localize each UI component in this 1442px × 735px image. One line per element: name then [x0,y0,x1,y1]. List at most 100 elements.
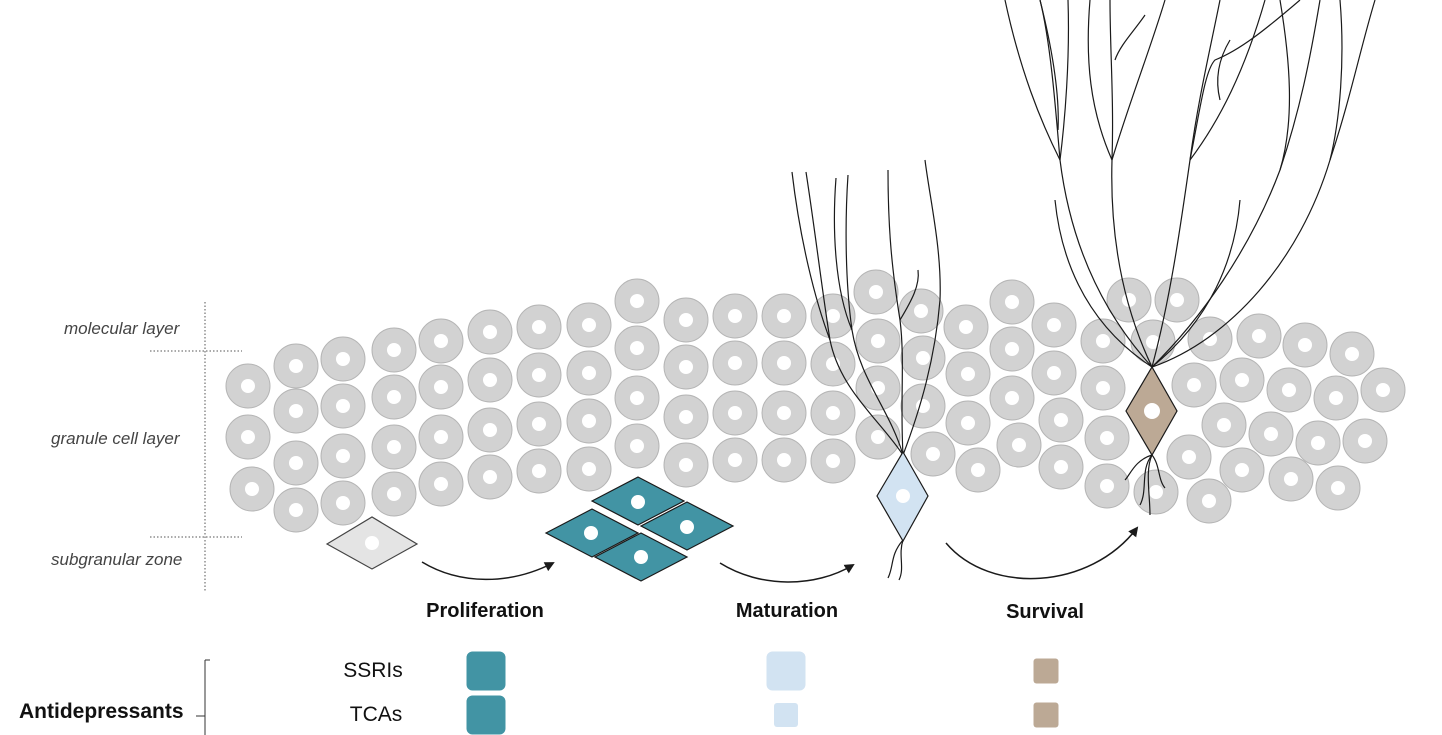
granule-cell-nucleus [483,373,497,387]
immature-neuron [876,450,929,543]
granule-cell-nucleus [241,379,255,393]
granule-cell-nucleus [1376,383,1390,397]
granule-cell-nucleus [679,360,693,374]
granule-cell-nucleus [241,430,255,444]
immature-neuron-dendrites [791,159,941,581]
granule-cell-nucleus [434,477,448,491]
effect-square-tcas-maturation [774,703,798,727]
granule-cell-nucleus [336,399,350,413]
granule-cell-nucleus [630,341,644,355]
granule-cell-nucleus [1235,373,1249,387]
granule-cell-nucleus [289,404,303,418]
granule-cell-nucleus [679,313,693,327]
effect-square-tcas-survival [1033,702,1059,728]
granule-cell-nucleus [483,423,497,437]
mature-neuron-dendrites [1004,0,1376,516]
granule-cell-nucleus [914,304,928,318]
granule-cell-nucleus [1005,295,1019,309]
granule-cell-nucleus [483,325,497,339]
granule-cell-nucleus [1096,334,1110,348]
drug-label-ssris: SSRIs [343,659,403,682]
granule-cell-nucleus [1345,347,1359,361]
granule-cell-nucleus [582,366,596,380]
effect-square-ssris-proliferation [466,651,506,691]
effect-square-tcas-proliferation [466,695,506,735]
granule-cell-nucleus [387,440,401,454]
maturation-label: Maturation [735,600,839,622]
granule-cell-layer-label: granule cell layer [51,429,180,448]
molecular-layer-label: molecular layer [64,319,180,338]
granule-cell-nucleus [777,356,791,370]
arrow-to-maturation [719,562,855,583]
granule-cell-nucleus [679,410,693,424]
granule-cell-nucleus [1235,463,1249,477]
granule-cell-nucleus [336,352,350,366]
drug-label-tcas: TCAs [349,703,403,726]
effect-square-ssris-survival [1033,658,1059,684]
survival-label: Survival [1006,601,1084,623]
granule-cell-nucleus [916,351,930,365]
granule-cell-nucleus [826,309,840,323]
granule-cell-nucleus [532,464,546,478]
granule-cell-nucleus [289,456,303,470]
stem-cell [325,516,419,570]
granule-cell-nucleus [1122,293,1136,307]
granule-cell-nucleus [582,318,596,332]
granule-cell-nucleus [336,496,350,510]
granule-cell-nucleus [1054,413,1068,427]
granule-cell-nucleus [926,447,940,461]
granule-cell-nucleus [728,356,742,370]
granule-cell-nucleus [483,470,497,484]
granule-cell-nucleus [245,482,259,496]
granule-cell-nucleus [1264,427,1278,441]
granule-cell-field [225,269,1406,533]
granule-cell-nucleus [826,454,840,468]
granule-cell-nucleus [777,406,791,420]
granule-cell-nucleus [1187,378,1201,392]
granule-cell-nucleus [1329,391,1343,405]
granule-cell-nucleus [728,453,742,467]
granule-cell-nucleus [336,449,350,463]
mature-neuron [1125,365,1178,457]
granule-cell-nucleus [1100,431,1114,445]
granule-cell-nucleus [1202,494,1216,508]
granule-cell-nucleus [1005,342,1019,356]
granule-cell-nucleus [1331,481,1345,495]
granule-cell-nucleus [1149,485,1163,499]
granule-cell-nucleus [582,462,596,476]
granule-cell-nucleus [871,430,885,444]
granule-cell-nucleus [1054,460,1068,474]
granule-cell-nucleus [1100,479,1114,493]
granule-cell-nucleus [1203,332,1217,346]
granule-cell-nucleus [434,334,448,348]
granule-cell-nucleus [630,439,644,453]
granule-cell-nucleus [869,285,883,299]
granule-cell-nucleus [532,320,546,334]
granule-cell-nucleus [387,390,401,404]
granule-cell-nucleus [826,406,840,420]
arrow-to-survival [945,526,1139,580]
granule-cell-nucleus [1298,338,1312,352]
antidepressant-bracket [196,659,210,735]
granule-cell-nucleus [777,309,791,323]
granule-cell-nucleus [1012,438,1026,452]
effect-square-ssris-maturation [766,651,806,691]
granule-cell-nucleus [387,343,401,357]
granule-cell-nucleus [630,391,644,405]
stage-arrows [421,526,1139,583]
granule-cell-nucleus [1047,366,1061,380]
subgranular-zone-label: subgranular zone [51,550,183,569]
granule-cell-nucleus [582,414,596,428]
granule-cell-nucleus [387,487,401,501]
granule-cell-nucleus [289,359,303,373]
granule-cell-nucleus [961,367,975,381]
proliferating-cells [544,476,735,582]
granule-cell-nucleus [777,453,791,467]
granule-cell-nucleus [1284,472,1298,486]
granule-cell-nucleus [679,458,693,472]
granule-cell-nucleus [434,430,448,444]
granule-cell-nucleus [1311,436,1325,450]
granule-cell-nucleus [434,380,448,394]
granule-cell-nucleus [728,406,742,420]
